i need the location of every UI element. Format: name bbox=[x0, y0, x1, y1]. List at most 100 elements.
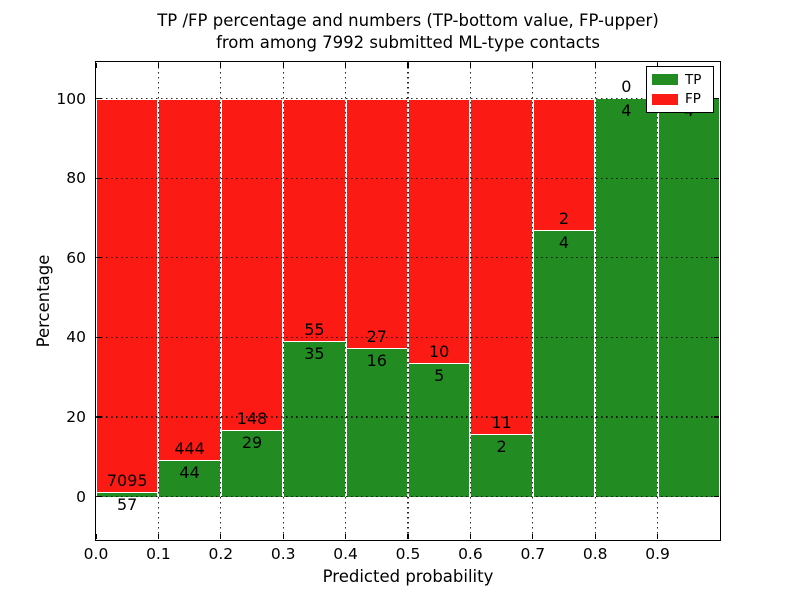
fp-count-label: 0 bbox=[621, 76, 632, 96]
y-tick-label: 20 bbox=[66, 408, 86, 427]
x-tick-mark bbox=[594, 63, 596, 68]
fp-count-label: 11 bbox=[491, 413, 512, 433]
x-tick-mark bbox=[157, 534, 159, 539]
fp-count-label: 444 bbox=[174, 438, 205, 458]
x-tick-mark bbox=[220, 534, 222, 539]
y-tick-label: 100 bbox=[56, 89, 86, 108]
x-tick-label: 0.0 bbox=[83, 545, 109, 563]
chart-title: TP /FP percentage and numbers (TP-bottom… bbox=[16, 10, 800, 54]
x-tick-mark bbox=[95, 534, 97, 539]
legend-swatch-fp-icon bbox=[652, 93, 678, 105]
x-tick-label: 0.3 bbox=[270, 545, 296, 563]
y-tick-mark bbox=[97, 336, 102, 338]
x-tick-mark bbox=[345, 534, 347, 539]
x-gridline bbox=[157, 62, 159, 540]
legend-item-fp: FP bbox=[652, 92, 708, 106]
y-tick-mark bbox=[97, 98, 102, 100]
y-tick-mark bbox=[97, 496, 102, 498]
tp-bar-segment bbox=[595, 98, 658, 497]
fp-count-label: 7095 bbox=[106, 471, 148, 491]
x-tick-mark bbox=[282, 534, 284, 539]
legend-swatch-tp-icon bbox=[652, 74, 678, 86]
y-tick-mark bbox=[714, 98, 719, 100]
fp-bar-segment bbox=[470, 98, 533, 436]
fp-bar-segment bbox=[345, 98, 408, 349]
y-axis-label: Percentage bbox=[34, 254, 53, 348]
tp-count-label: 29 bbox=[241, 433, 263, 453]
fp-bar-segment bbox=[158, 98, 221, 461]
y-tick-mark bbox=[714, 257, 719, 259]
y-tick-mark bbox=[97, 177, 102, 179]
y-tick-label: 40 bbox=[66, 328, 86, 347]
fp-bar-segment bbox=[220, 98, 284, 432]
tp-count-label: 4 bbox=[621, 100, 632, 120]
y-tick-mark bbox=[714, 416, 719, 418]
tp-count-label: 4 bbox=[558, 233, 570, 253]
x-tick-label: 0.4 bbox=[333, 545, 358, 563]
tp-count-label: 35 bbox=[304, 343, 325, 363]
tp-bar-segment bbox=[532, 231, 596, 497]
fp-count-label: 2 bbox=[558, 209, 570, 229]
x-gridline bbox=[594, 62, 596, 540]
chart-title-line1: TP /FP percentage and numbers (TP-bottom… bbox=[157, 11, 659, 30]
y-tick-label: 60 bbox=[66, 248, 86, 267]
fp-bar-segment bbox=[408, 98, 471, 364]
x-tick-mark bbox=[469, 63, 471, 68]
tp-count-label: 16 bbox=[366, 350, 387, 370]
x-tick-label: 0.6 bbox=[458, 545, 483, 563]
x-tick-mark bbox=[282, 63, 284, 68]
x-gridline bbox=[469, 62, 471, 540]
x-tick-mark bbox=[220, 63, 222, 68]
tp-bar-segment bbox=[657, 98, 720, 497]
tp-count-label: 2 bbox=[496, 437, 507, 457]
y-tick-mark bbox=[714, 336, 719, 338]
x-tick-mark bbox=[407, 534, 409, 539]
fp-bar-segment bbox=[283, 98, 346, 342]
chart-title-line2: from among 7992 submitted ML-type contac… bbox=[216, 33, 600, 52]
x-gridline bbox=[220, 62, 222, 540]
x-gridline bbox=[532, 62, 534, 540]
x-gridline bbox=[282, 62, 284, 540]
x-tick-mark bbox=[594, 534, 596, 539]
x-tick-mark bbox=[407, 63, 409, 68]
x-axis-label: Predicted probability bbox=[322, 567, 494, 586]
x-tick-label: 0.5 bbox=[395, 545, 421, 563]
x-gridline bbox=[657, 62, 659, 540]
tp-bar-segment bbox=[220, 431, 284, 497]
x-tick-label: 0.7 bbox=[520, 545, 546, 563]
legend-label-fp: FP bbox=[685, 91, 701, 108]
x-tick-mark bbox=[95, 63, 97, 68]
fp-count-label: 10 bbox=[429, 341, 450, 361]
x-tick-label: 0.1 bbox=[146, 545, 171, 563]
y-tick-label: 80 bbox=[66, 169, 86, 188]
tp-count-label: 57 bbox=[117, 495, 138, 515]
tp-count-label: 44 bbox=[179, 462, 200, 482]
x-tick-mark bbox=[157, 63, 159, 68]
x-tick-label: 0.9 bbox=[645, 545, 670, 563]
legend: TP FP bbox=[646, 66, 714, 113]
x-gridline bbox=[345, 62, 347, 540]
x-tick-mark bbox=[657, 534, 659, 539]
x-tick-label: 0.8 bbox=[582, 545, 608, 563]
x-gridline bbox=[407, 62, 409, 540]
y-tick-label: 0 bbox=[76, 487, 86, 506]
x-tick-mark bbox=[469, 534, 471, 539]
fp-count-label: 27 bbox=[366, 326, 387, 346]
tp-bar-segment bbox=[345, 348, 408, 497]
legend-item-tp: TP bbox=[652, 73, 708, 87]
x-tick-mark bbox=[345, 63, 347, 68]
fp-bar-segment bbox=[96, 98, 159, 494]
x-tick-mark bbox=[657, 63, 659, 68]
y-tick-mark bbox=[97, 257, 102, 259]
fp-count-label: 55 bbox=[304, 319, 325, 339]
tp-count-label: 5 bbox=[434, 365, 445, 385]
y-tick-mark bbox=[714, 177, 719, 179]
tp-bar-segment bbox=[283, 341, 346, 497]
x-tick-mark bbox=[532, 63, 534, 68]
x-tick-mark bbox=[532, 534, 534, 539]
legend-label-tp: TP bbox=[685, 71, 702, 88]
fp-count-label: 148 bbox=[236, 409, 268, 429]
y-tick-mark bbox=[97, 416, 102, 418]
x-tick-label: 0.2 bbox=[208, 545, 234, 563]
